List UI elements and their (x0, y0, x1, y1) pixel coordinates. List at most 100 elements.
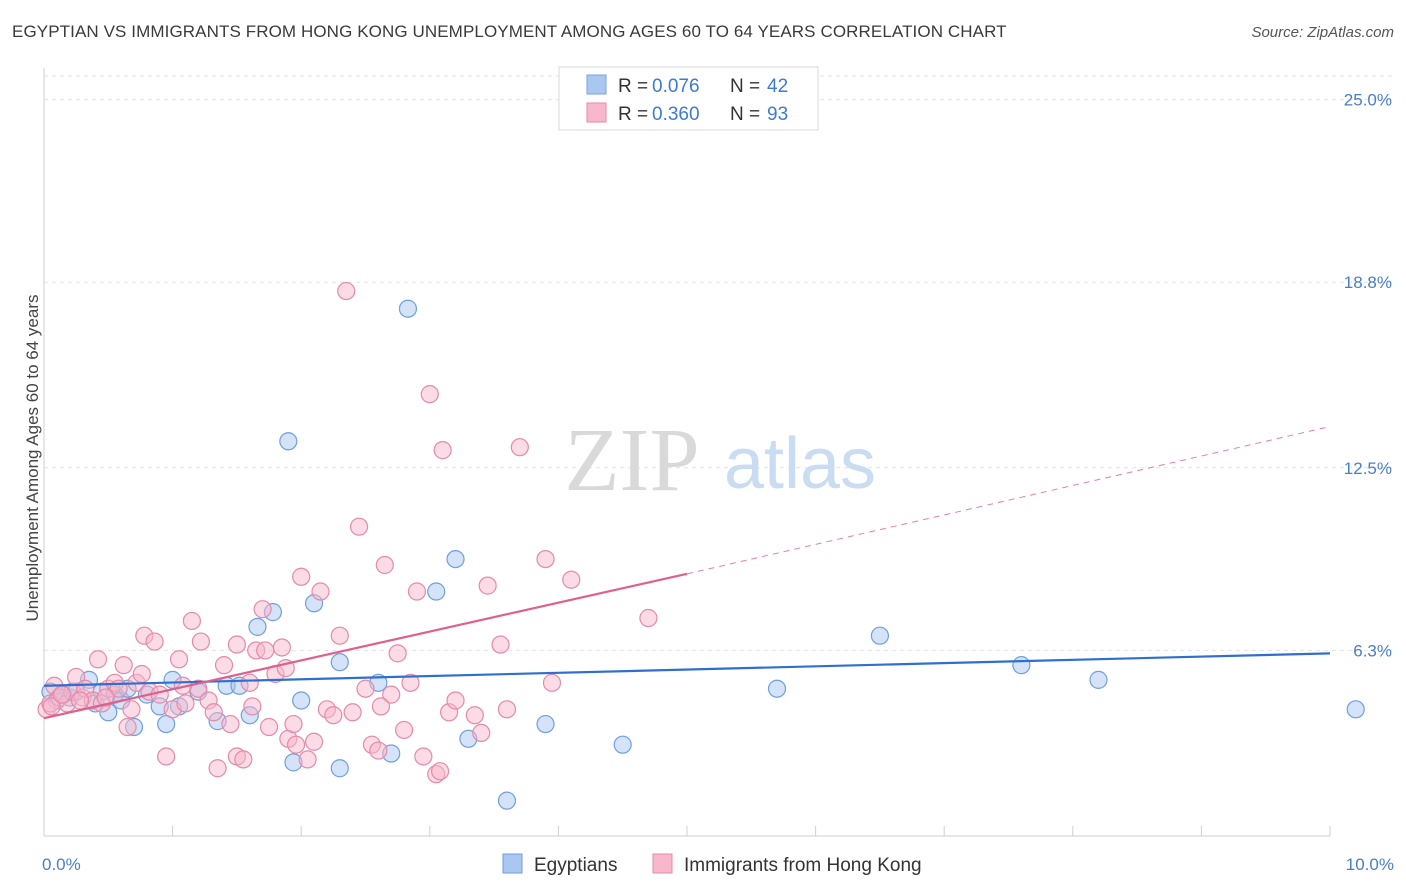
point-hongkong (157, 747, 176, 766)
legend-swatch-egyptians (502, 853, 523, 874)
point-hongkong (324, 706, 343, 725)
point-hongkong (292, 567, 311, 586)
watermark-zip: ZIP (565, 411, 700, 510)
point-hongkong (118, 717, 137, 737)
point-hongkong (176, 694, 195, 713)
legend-n-value: 42 (767, 76, 788, 97)
point-hongkong (375, 555, 394, 575)
point-hongkong (388, 644, 407, 663)
point-hongkong (114, 656, 133, 675)
point-egyptians (767, 679, 787, 698)
point-hongkong (394, 720, 414, 740)
legend-r-label: R = (618, 104, 648, 125)
point-hongkong (234, 750, 253, 769)
point-hongkong (221, 714, 240, 734)
point-egyptians (1089, 670, 1108, 689)
point-hongkong (208, 759, 227, 778)
chart-source: Source: ZipAtlas.com (1251, 24, 1394, 41)
point-egyptians (279, 432, 298, 451)
point-hongkong (491, 635, 510, 654)
point-hongkong (446, 691, 465, 710)
point-hongkong (96, 688, 115, 707)
point-egyptians (1346, 700, 1365, 719)
watermark-atlas: atlas (724, 424, 876, 504)
point-hongkong (465, 706, 484, 725)
point-hongkong (204, 703, 223, 722)
point-hongkong (169, 650, 189, 669)
point-egyptians (427, 582, 446, 601)
trend-line-hongkong (43, 572, 688, 720)
point-hongkong (298, 750, 317, 769)
point-hongkong (132, 664, 151, 684)
grid-lines (44, 75, 1392, 651)
y-tick-label: 12.5% (1344, 459, 1392, 478)
point-egyptians (446, 550, 465, 569)
point-hongkong (214, 656, 234, 675)
point-hongkong (478, 576, 497, 595)
point-hongkong (542, 673, 562, 692)
y-tick-label: 25.0% (1344, 91, 1392, 110)
point-hongkong (122, 700, 141, 719)
point-hongkong (401, 673, 420, 692)
point-hongkong (191, 632, 210, 651)
legend-r-label: R = (618, 76, 648, 97)
point-hongkong (382, 685, 401, 704)
point-hongkong (227, 635, 246, 654)
y-axis-label: Unemployment Among Ages 60 to 64 years (23, 295, 42, 622)
legend-n-value: 93 (767, 104, 788, 125)
trend-lines (43, 426, 1331, 720)
point-hongkong (304, 732, 324, 751)
point-hongkong (420, 385, 439, 404)
point-hongkong (311, 582, 330, 601)
point-egyptians (330, 759, 349, 778)
chart-title: EGYPTIAN VS IMMIGRANTS FROM HONG KONG UN… (12, 22, 1007, 41)
point-egyptians (292, 691, 311, 710)
watermark: ZIP atlas (565, 411, 877, 510)
legend-r-value: 0.076 (652, 76, 700, 97)
point-hongkong (286, 735, 306, 754)
point-hongkong (259, 717, 279, 737)
data-points (37, 281, 1365, 810)
point-hongkong (430, 762, 450, 781)
point-hongkong (536, 550, 555, 569)
point-hongkong (562, 570, 581, 589)
point-hongkong (337, 281, 356, 301)
x-tick-labels: 0.0% 10.0% (42, 855, 1394, 874)
point-egyptians (870, 626, 890, 645)
legend-swatch-hongkong (652, 853, 673, 874)
point-egyptians (330, 653, 349, 672)
point-hongkong (240, 673, 259, 692)
point-hongkong (88, 650, 108, 669)
trend-line-egyptians (43, 652, 1331, 687)
legend-swatch-hongkong (586, 102, 607, 123)
x-tick-label: 10.0% (1346, 855, 1394, 874)
point-egyptians (497, 791, 517, 810)
point-hongkong (272, 638, 292, 657)
point-hongkong (52, 685, 72, 704)
point-hongkong (256, 641, 275, 660)
point-hongkong (182, 611, 201, 631)
point-hongkong (433, 441, 452, 460)
legend-swatch-egyptians (586, 74, 607, 95)
point-hongkong (414, 747, 433, 766)
point-hongkong (145, 632, 164, 651)
point-egyptians (398, 299, 418, 318)
legend-n-label: N = (730, 104, 760, 125)
legend-r-value: 0.360 (652, 104, 700, 125)
y-tick-labels: 6.3% 12.5% 18.8% 25.0% (1344, 91, 1392, 661)
legend-label-hongkong: Immigrants from Hong Kong (684, 855, 922, 876)
point-hongkong (356, 679, 375, 698)
point-egyptians (1012, 656, 1031, 675)
y-tick-label: 6.3% (1353, 641, 1392, 660)
point-hongkong (369, 741, 388, 760)
point-hongkong (639, 608, 658, 628)
point-hongkong (330, 626, 349, 645)
point-egyptians (248, 617, 267, 636)
legend-n-label: N = (730, 76, 760, 97)
legend-correlation: R = 0.076 N = 42 R = 0.360 N = 93 (558, 66, 819, 131)
point-hongkong (407, 582, 427, 601)
point-hongkong (253, 600, 272, 619)
legend-label-egyptians: Egyptians (534, 855, 617, 876)
legend-series: Egyptians Immigrants from Hong Kong (502, 853, 922, 876)
